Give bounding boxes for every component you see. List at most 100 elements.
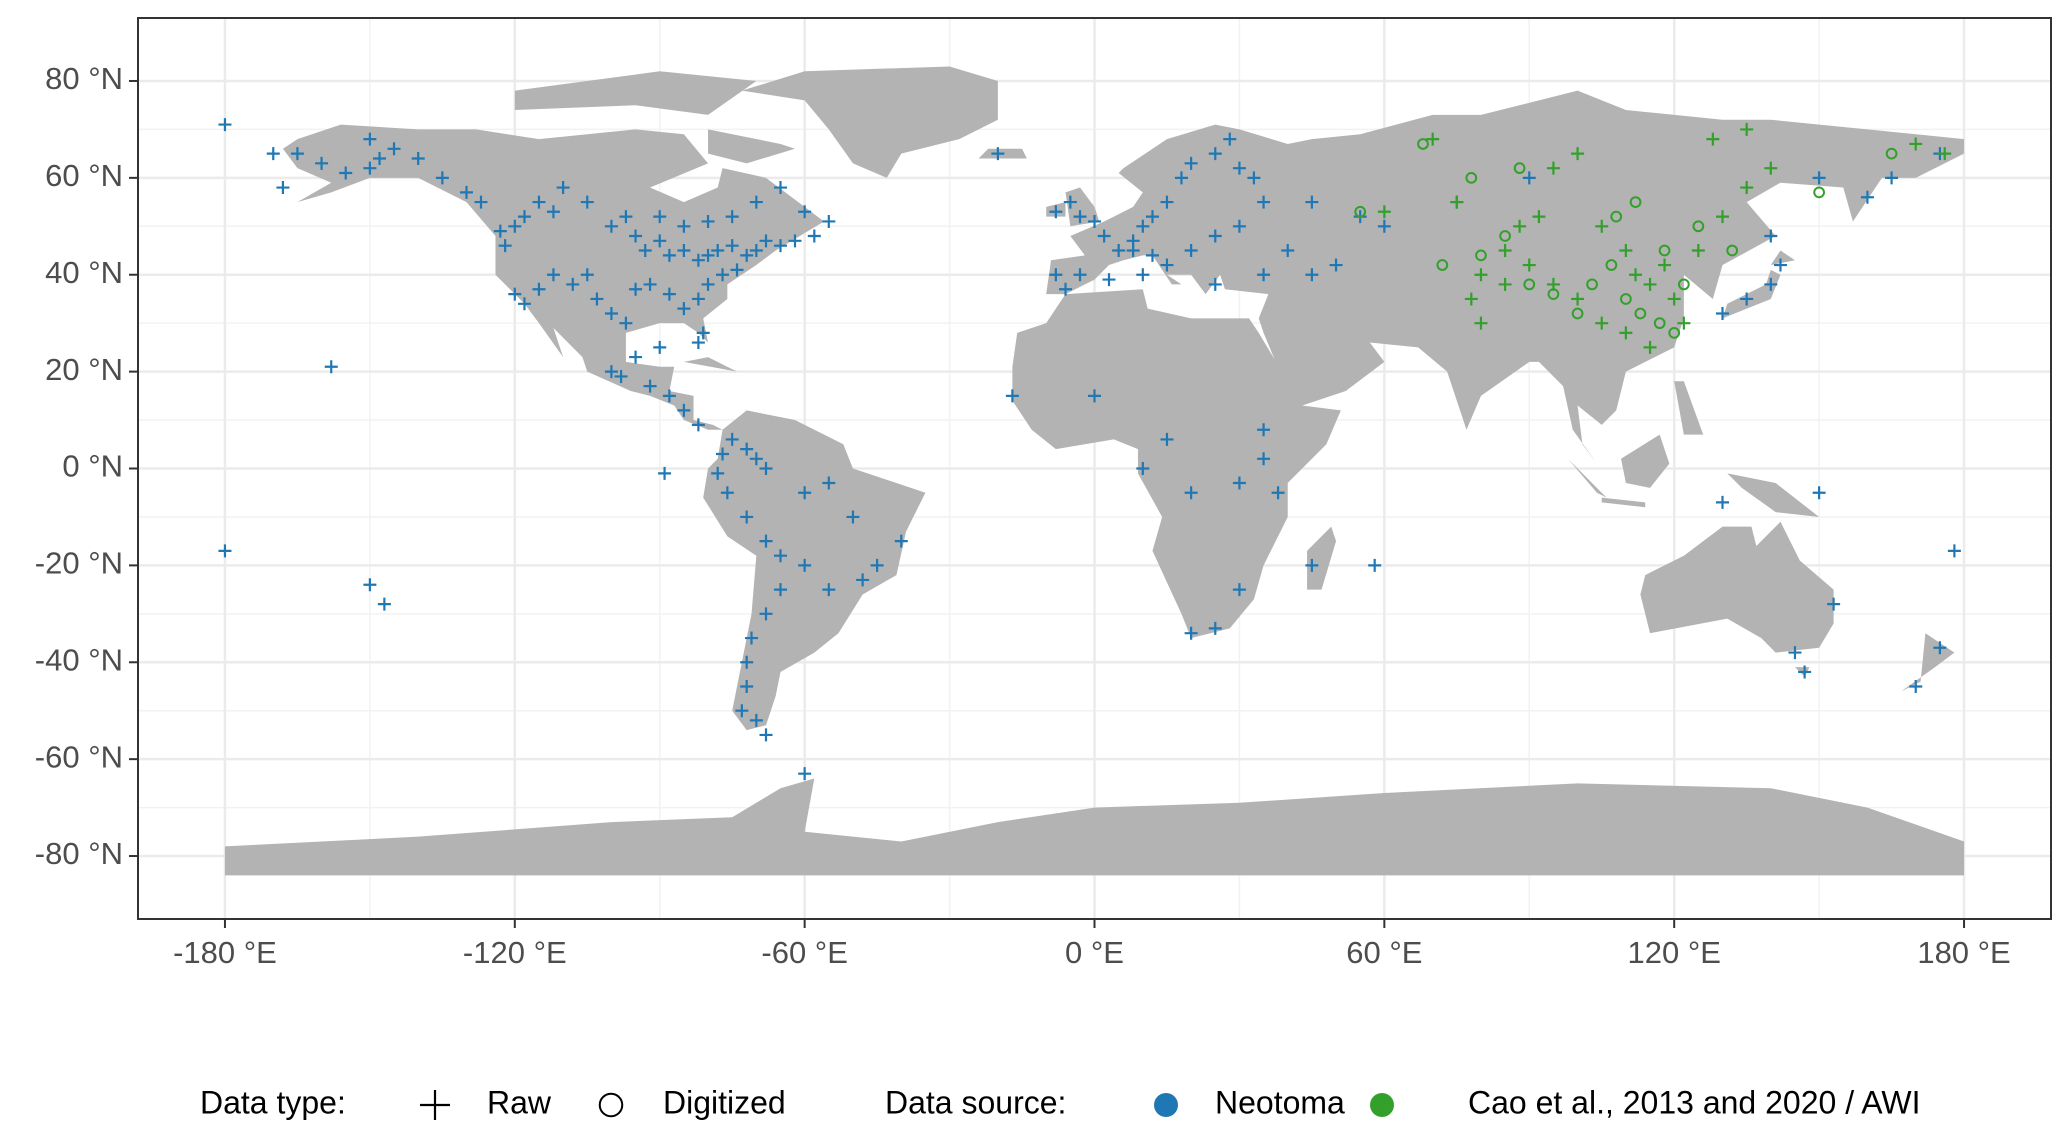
point <box>1812 171 1826 185</box>
point <box>1885 171 1899 185</box>
point <box>1136 268 1150 282</box>
legend-title: Data type: <box>200 1084 346 1120</box>
point <box>1426 132 1440 146</box>
point <box>701 277 715 291</box>
point <box>1232 161 1246 175</box>
point <box>1773 258 1787 272</box>
point <box>614 369 628 383</box>
y-tick-label: 40 °N <box>45 255 123 290</box>
legend-title: Data source: <box>885 1084 1066 1120</box>
legend-key <box>420 1090 450 1120</box>
point <box>1619 244 1633 258</box>
point <box>1436 259 1449 271</box>
point <box>1692 220 1705 233</box>
point <box>532 282 546 296</box>
point <box>1136 219 1150 233</box>
point <box>725 432 739 446</box>
point <box>653 210 667 224</box>
point <box>1643 340 1657 354</box>
point <box>773 239 787 253</box>
y-tick-label: 80 °N <box>45 61 123 96</box>
point <box>411 151 425 165</box>
point <box>638 244 652 258</box>
point <box>773 181 787 195</box>
point <box>759 534 773 548</box>
point <box>1257 423 1271 437</box>
point <box>1522 171 1536 185</box>
point <box>711 466 725 480</box>
point <box>266 147 280 161</box>
point <box>1223 132 1237 146</box>
point <box>1474 268 1488 282</box>
point <box>1102 273 1116 287</box>
x-tick-label: -180 °E <box>173 935 277 970</box>
point <box>1465 171 1478 184</box>
point <box>822 214 836 228</box>
point <box>1523 278 1536 291</box>
point <box>1184 626 1198 640</box>
point <box>1160 258 1174 272</box>
point <box>1271 486 1285 500</box>
point <box>1605 259 1618 271</box>
point <box>991 147 1005 161</box>
legend-label: Neotoma <box>1215 1084 1345 1120</box>
point <box>629 350 643 364</box>
point <box>1498 277 1512 291</box>
point <box>1063 195 1077 209</box>
point <box>1450 195 1464 209</box>
point <box>459 185 473 199</box>
point <box>363 132 377 146</box>
y-tick-label: 0 °N <box>62 449 123 484</box>
point <box>373 151 387 165</box>
point <box>1257 268 1271 282</box>
point <box>1257 195 1271 209</box>
legend-key <box>1370 1093 1394 1117</box>
point <box>590 292 604 306</box>
point <box>1232 583 1246 597</box>
point <box>1860 190 1874 204</box>
point <box>740 510 754 524</box>
point <box>1620 293 1632 305</box>
point <box>749 244 763 258</box>
point <box>1571 307 1584 320</box>
x-tick-label: -60 °E <box>761 935 848 970</box>
point <box>677 244 691 258</box>
point <box>1377 219 1391 233</box>
point <box>1059 282 1073 296</box>
point <box>1088 389 1101 403</box>
point <box>1049 268 1063 282</box>
point <box>643 277 657 291</box>
y-tick-label: -40 °N <box>35 642 123 677</box>
point <box>1232 219 1246 233</box>
point <box>1653 317 1666 330</box>
point <box>773 549 787 563</box>
point <box>1546 161 1560 175</box>
south-america <box>683 357 926 731</box>
point <box>1812 486 1826 500</box>
point <box>508 287 522 301</box>
point <box>759 607 773 621</box>
point <box>1827 597 1841 611</box>
point <box>1571 147 1585 161</box>
point <box>498 239 512 253</box>
point <box>1174 171 1188 185</box>
africa <box>1012 289 1341 639</box>
point <box>662 248 676 262</box>
point <box>1740 122 1754 136</box>
point <box>749 452 763 466</box>
point <box>1184 244 1198 258</box>
islands <box>1553 381 1820 517</box>
point <box>218 118 232 132</box>
point <box>1513 219 1527 233</box>
point <box>759 728 773 742</box>
point <box>1764 161 1778 175</box>
point <box>1571 292 1585 306</box>
point <box>290 147 304 161</box>
point <box>701 248 715 262</box>
point <box>1629 268 1643 282</box>
point <box>798 205 812 219</box>
point <box>1813 186 1825 199</box>
point <box>643 379 657 393</box>
point <box>1706 132 1720 146</box>
point <box>1658 244 1671 257</box>
